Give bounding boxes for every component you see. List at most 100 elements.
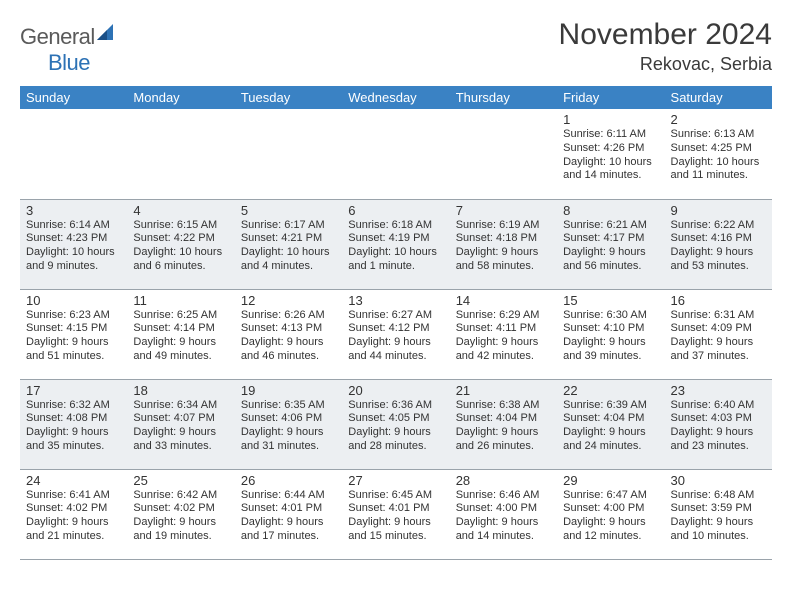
week-row: 24Sunrise: 6:41 AMSunset: 4:02 PMDayligh… <box>20 469 772 559</box>
daylight1-text: Daylight: 9 hours <box>348 336 443 350</box>
sunset-text: Sunset: 4:12 PM <box>348 322 443 336</box>
daylight2-text: and 9 minutes. <box>26 260 121 274</box>
daylight2-text: and 49 minutes. <box>133 350 228 364</box>
sunrise-text: Sunrise: 6:45 AM <box>348 489 443 503</box>
sunrise-text: Sunrise: 6:18 AM <box>348 219 443 233</box>
day-number: 5 <box>241 203 336 218</box>
daylight2-text: and 46 minutes. <box>241 350 336 364</box>
day-number: 19 <box>241 383 336 398</box>
day-cell: 27Sunrise: 6:45 AMSunset: 4:01 PMDayligh… <box>342 469 449 559</box>
day-cell: 26Sunrise: 6:44 AMSunset: 4:01 PMDayligh… <box>235 469 342 559</box>
sail-icon <box>97 24 119 47</box>
sunrise-text: Sunrise: 6:25 AM <box>133 309 228 323</box>
daylight1-text: Daylight: 10 hours <box>671 156 766 170</box>
day-cell: 10Sunrise: 6:23 AMSunset: 4:15 PMDayligh… <box>20 289 127 379</box>
daylight1-text: Daylight: 9 hours <box>456 336 551 350</box>
day-header: Sunday <box>20 86 127 109</box>
sunrise-text: Sunrise: 6:42 AM <box>133 489 228 503</box>
sunrise-text: Sunrise: 6:40 AM <box>671 399 766 413</box>
daylight1-text: Daylight: 9 hours <box>563 426 658 440</box>
day-cell: 16Sunrise: 6:31 AMSunset: 4:09 PMDayligh… <box>665 289 772 379</box>
daylight2-text: and 35 minutes. <box>26 440 121 454</box>
sunrise-text: Sunrise: 6:46 AM <box>456 489 551 503</box>
daylight1-text: Daylight: 9 hours <box>241 336 336 350</box>
calendar-body: 1Sunrise: 6:11 AMSunset: 4:26 PMDaylight… <box>20 109 772 559</box>
sunset-text: Sunset: 4:00 PM <box>563 502 658 516</box>
day-cell: 13Sunrise: 6:27 AMSunset: 4:12 PMDayligh… <box>342 289 449 379</box>
sunrise-text: Sunrise: 6:27 AM <box>348 309 443 323</box>
day-number: 1 <box>563 112 658 127</box>
day-cell <box>235 109 342 199</box>
sunrise-text: Sunrise: 6:14 AM <box>26 219 121 233</box>
daylight2-text: and 31 minutes. <box>241 440 336 454</box>
sunrise-text: Sunrise: 6:38 AM <box>456 399 551 413</box>
day-header: Monday <box>127 86 234 109</box>
sunset-text: Sunset: 4:04 PM <box>456 412 551 426</box>
sunset-text: Sunset: 4:19 PM <box>348 232 443 246</box>
day-cell: 6Sunrise: 6:18 AMSunset: 4:19 PMDaylight… <box>342 199 449 289</box>
day-number: 7 <box>456 203 551 218</box>
month-title: November 2024 <box>559 18 772 52</box>
sunrise-text: Sunrise: 6:21 AM <box>563 219 658 233</box>
day-number: 13 <box>348 293 443 308</box>
day-header: Wednesday <box>342 86 449 109</box>
daylight1-text: Daylight: 9 hours <box>671 516 766 530</box>
day-number: 4 <box>133 203 228 218</box>
daylight2-text: and 6 minutes. <box>133 260 228 274</box>
sunrise-text: Sunrise: 6:48 AM <box>671 489 766 503</box>
day-header: Friday <box>557 86 664 109</box>
sunset-text: Sunset: 4:25 PM <box>671 142 766 156</box>
day-cell: 5Sunrise: 6:17 AMSunset: 4:21 PMDaylight… <box>235 199 342 289</box>
day-number: 22 <box>563 383 658 398</box>
daylight2-text: and 58 minutes. <box>456 260 551 274</box>
day-number: 9 <box>671 203 766 218</box>
sunset-text: Sunset: 4:01 PM <box>348 502 443 516</box>
daylight1-text: Daylight: 9 hours <box>456 246 551 260</box>
day-header: Tuesday <box>235 86 342 109</box>
logo-text: General Blue <box>20 24 119 76</box>
day-header: Saturday <box>665 86 772 109</box>
day-cell: 25Sunrise: 6:42 AMSunset: 4:02 PMDayligh… <box>127 469 234 559</box>
day-cell <box>127 109 234 199</box>
daylight2-text: and 44 minutes. <box>348 350 443 364</box>
sunrise-text: Sunrise: 6:32 AM <box>26 399 121 413</box>
daylight2-text: and 39 minutes. <box>563 350 658 364</box>
daylight2-text: and 14 minutes. <box>456 530 551 544</box>
sunset-text: Sunset: 4:09 PM <box>671 322 766 336</box>
day-cell <box>20 109 127 199</box>
sunset-text: Sunset: 4:08 PM <box>26 412 121 426</box>
calendar-table: Sunday Monday Tuesday Wednesday Thursday… <box>20 86 772 560</box>
sunset-text: Sunset: 4:01 PM <box>241 502 336 516</box>
logo-blue: Blue <box>20 50 90 75</box>
day-header: Thursday <box>450 86 557 109</box>
day-number: 6 <box>348 203 443 218</box>
sunset-text: Sunset: 3:59 PM <box>671 502 766 516</box>
daylight1-text: Daylight: 9 hours <box>26 426 121 440</box>
day-cell: 23Sunrise: 6:40 AMSunset: 4:03 PMDayligh… <box>665 379 772 469</box>
daylight1-text: Daylight: 9 hours <box>133 336 228 350</box>
daylight2-text: and 56 minutes. <box>563 260 658 274</box>
day-number: 27 <box>348 473 443 488</box>
day-cell: 11Sunrise: 6:25 AMSunset: 4:14 PMDayligh… <box>127 289 234 379</box>
day-cell: 29Sunrise: 6:47 AMSunset: 4:00 PMDayligh… <box>557 469 664 559</box>
sunrise-text: Sunrise: 6:35 AM <box>241 399 336 413</box>
daylight2-text: and 15 minutes. <box>348 530 443 544</box>
daylight1-text: Daylight: 9 hours <box>671 426 766 440</box>
day-cell: 3Sunrise: 6:14 AMSunset: 4:23 PMDaylight… <box>20 199 127 289</box>
daylight2-text: and 28 minutes. <box>348 440 443 454</box>
sunrise-text: Sunrise: 6:11 AM <box>563 128 658 142</box>
day-number: 17 <box>26 383 121 398</box>
sunrise-text: Sunrise: 6:34 AM <box>133 399 228 413</box>
day-number: 25 <box>133 473 228 488</box>
day-number: 11 <box>133 293 228 308</box>
sunset-text: Sunset: 4:16 PM <box>671 232 766 246</box>
daylight1-text: Daylight: 9 hours <box>456 516 551 530</box>
sunrise-text: Sunrise: 6:47 AM <box>563 489 658 503</box>
sunrise-text: Sunrise: 6:31 AM <box>671 309 766 323</box>
sunset-text: Sunset: 4:02 PM <box>133 502 228 516</box>
day-number: 29 <box>563 473 658 488</box>
daylight2-text: and 12 minutes. <box>563 530 658 544</box>
daylight1-text: Daylight: 10 hours <box>133 246 228 260</box>
day-cell: 14Sunrise: 6:29 AMSunset: 4:11 PMDayligh… <box>450 289 557 379</box>
day-number: 30 <box>671 473 766 488</box>
